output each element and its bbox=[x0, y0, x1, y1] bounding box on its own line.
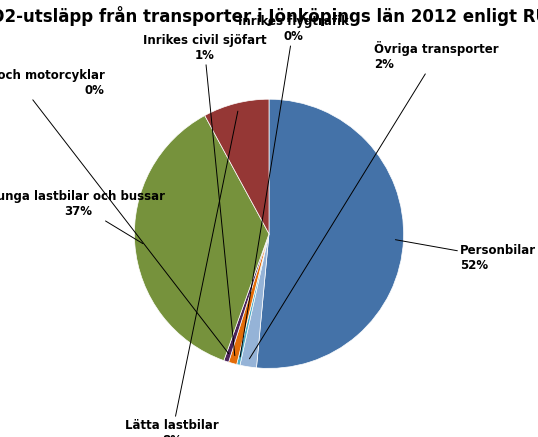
Text: Inrikes flygtrafik
0%: Inrikes flygtrafik 0% bbox=[238, 15, 349, 357]
Wedge shape bbox=[237, 234, 269, 365]
Text: Lätta lastbilar
8%: Lätta lastbilar 8% bbox=[125, 111, 238, 437]
Wedge shape bbox=[257, 99, 404, 368]
Text: Övriga transporter
2%: Övriga transporter 2% bbox=[250, 41, 499, 359]
Text: Tunga lastbilar och bussar
37%: Tunga lastbilar och bussar 37% bbox=[0, 190, 165, 243]
Wedge shape bbox=[134, 115, 269, 361]
Wedge shape bbox=[240, 234, 269, 368]
Text: Inrikes civil sjöfart
1%: Inrikes civil sjöfart 1% bbox=[143, 34, 266, 356]
Title: CO2-utsläpp från transporter i Jönköpings län 2012 enligt RUS: CO2-utsläpp från transporter i Jönköping… bbox=[0, 6, 538, 26]
Wedge shape bbox=[229, 234, 269, 364]
Text: Personbilar
52%: Personbilar 52% bbox=[395, 240, 536, 272]
Wedge shape bbox=[224, 234, 269, 362]
Wedge shape bbox=[205, 99, 269, 234]
Text: Mopeder och motorcyklar
0%: Mopeder och motorcyklar 0% bbox=[0, 69, 229, 354]
